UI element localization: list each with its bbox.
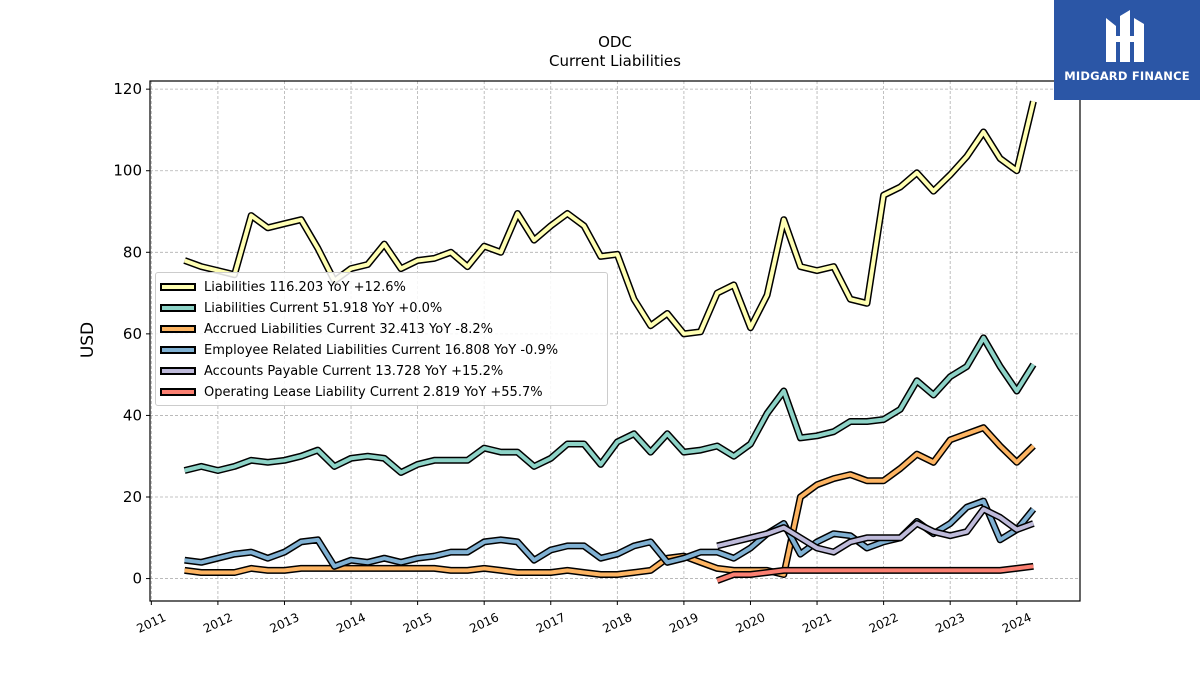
series-line-2 (184, 425, 1035, 577)
legend-item: Operating Lease Liability Current 2.819 … (160, 382, 543, 402)
x-tick-label: 2021 (800, 610, 834, 636)
x-tick-label: 2012 (201, 610, 235, 636)
legend-item: Accrued Liabilities Current 32.413 YoY -… (160, 319, 493, 339)
x-tick-label: 2018 (601, 610, 635, 636)
x-tick-label: 2020 (734, 610, 768, 636)
y-tick-label: 20 (123, 488, 142, 506)
y-tick-label: 120 (113, 80, 142, 98)
legend-swatch (160, 325, 196, 333)
legend-label: Operating Lease Liability Current 2.819 … (204, 384, 543, 400)
x-tick-label: 2013 (268, 610, 302, 636)
legend-label: Liabilities Current 51.918 YoY +0.0% (204, 300, 443, 316)
x-tick-label: 2016 (467, 610, 501, 636)
x-tick-label: 2022 (867, 610, 901, 636)
x-tick-label: 2024 (1000, 610, 1034, 636)
legend-item: Liabilities Current 51.918 YoY +0.0% (160, 298, 442, 318)
y-tick-label: 0 (132, 570, 142, 588)
series-line-5 (716, 564, 1034, 583)
x-tick-label: 2014 (334, 610, 368, 636)
x-tick-label: 2019 (667, 610, 701, 636)
legend-item: Accounts Payable Current 13.728 YoY +15.… (160, 361, 503, 381)
logo-mark-icon (1106, 10, 1144, 62)
legend-label: Accounts Payable Current 13.728 YoY +15.… (204, 363, 504, 379)
legend-item: Liabilities 116.203 YoY +12.6% (160, 277, 406, 297)
legend-swatch (160, 346, 196, 354)
brand-logo: MIDGARD FINANCE (1054, 0, 1200, 100)
series-line-4 (716, 507, 1035, 555)
x-tick-label: 2017 (534, 610, 568, 636)
y-tick-label: 100 (113, 162, 142, 180)
y-axis-label: USD (78, 321, 98, 359)
y-tick-label: 60 (123, 325, 142, 343)
legend-label: Liabilities 116.203 YoY +12.6% (204, 279, 406, 295)
legend-swatch (160, 367, 196, 375)
legend-item: Employee Related Liabilities Current 16.… (160, 340, 558, 360)
plot-frame (149, 80, 1081, 602)
legend-swatch (160, 388, 196, 396)
x-tick-label: 2023 (933, 610, 967, 636)
legend-swatch (160, 283, 196, 291)
chart-subtitle: Current Liabilities (549, 52, 681, 70)
series-line-1 (184, 335, 1036, 475)
y-tick-label: 40 (123, 406, 142, 424)
chart-legend: Liabilities 116.203 YoY +12.6% Liabilitie… (155, 272, 608, 406)
legend-label: Employee Related Liabilities Current 16.… (204, 342, 559, 358)
y-tick-label: 80 (123, 243, 142, 261)
series-line-0 (183, 100, 1036, 336)
legend-label: Accrued Liabilities Current 32.413 YoY -… (204, 321, 493, 337)
logo-text: MIDGARD FINANCE (1064, 69, 1190, 83)
x-tick-label: 2015 (401, 610, 435, 636)
chart-title: ODC (598, 33, 632, 51)
legend-swatch (160, 304, 196, 312)
x-tick-label: 2011 (135, 610, 169, 636)
